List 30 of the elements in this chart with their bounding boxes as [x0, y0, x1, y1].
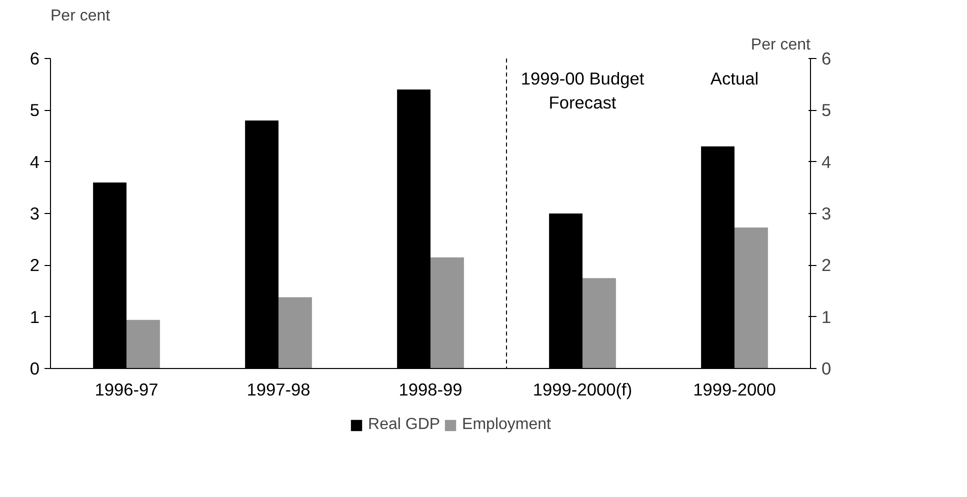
y2-tick-label: 4 [822, 152, 832, 172]
bar [126, 320, 160, 368]
y2-axis-title: Per cent [750, 36, 812, 54]
y2-tick-label: 2 [822, 255, 832, 276]
bar [430, 257, 464, 368]
y-tick-label: 0 [30, 358, 40, 378]
legend-label: Real GDP [368, 416, 440, 434]
y-tick-label: 2 [30, 255, 40, 276]
y-axis-title: Per cent [50, 8, 111, 24]
bar [734, 227, 768, 368]
y-tick-label: 5 [30, 100, 40, 120]
y-tick-label: 3 [30, 204, 40, 224]
bar [278, 297, 312, 368]
x-tick-label: 1999-2000 [693, 380, 776, 400]
legend-label: Employment [462, 416, 551, 434]
y2-tick-label: 3 [822, 204, 832, 224]
x-tick-label: 1998-99 [398, 380, 462, 400]
y2-tick-label: 0 [822, 358, 832, 378]
y2-tick-label: 6 [822, 48, 832, 68]
y-tick-label: 1 [30, 306, 40, 327]
y-tick-label: 6 [30, 48, 40, 68]
y2-tick-label: 1 [822, 306, 832, 327]
annotation: 1999-00 Budget Forecast [520, 68, 644, 112]
x-tick-label: 1999-2000(f) [532, 380, 632, 400]
annotation: Actual [710, 68, 759, 88]
y2-tick-label: 5 [822, 100, 832, 120]
bar [582, 278, 616, 368]
y-tick-label: 4 [30, 152, 40, 172]
x-tick-label: 1997-98 [246, 380, 310, 400]
x-tick-label: 1996-97 [94, 380, 158, 400]
